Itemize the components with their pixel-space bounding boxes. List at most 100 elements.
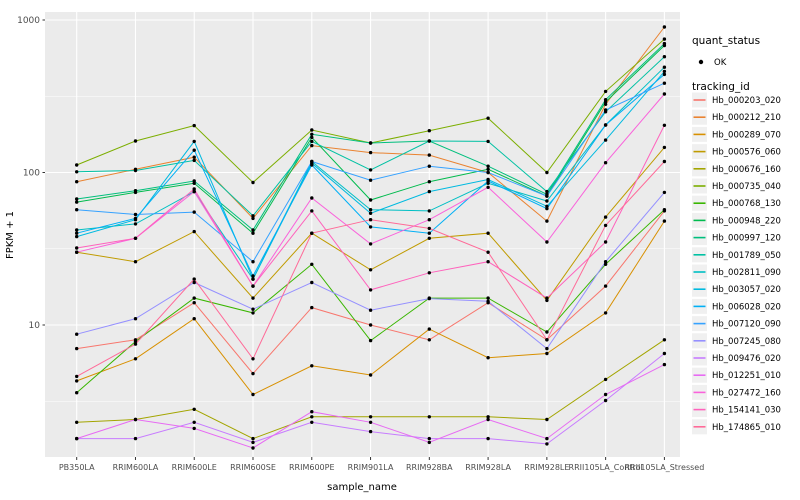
data-point bbox=[427, 218, 431, 222]
series-points bbox=[75, 25, 667, 450]
data-point bbox=[310, 139, 314, 144]
data-point bbox=[75, 391, 79, 395]
data-point bbox=[192, 296, 196, 300]
x-axis-title: sample_name bbox=[327, 482, 397, 493]
data-point bbox=[133, 342, 138, 346]
data-point bbox=[368, 150, 373, 155]
data-point bbox=[251, 392, 255, 397]
legend-item: Hb_003057_020 bbox=[692, 281, 781, 297]
data-point bbox=[427, 189, 431, 194]
legend-item-label: Hb_000948_220 bbox=[712, 216, 781, 226]
data-point bbox=[427, 231, 431, 235]
data-point bbox=[75, 163, 79, 167]
data-point bbox=[368, 308, 373, 312]
legend-item: Hb_174865_010 bbox=[692, 419, 781, 435]
data-point bbox=[133, 216, 138, 221]
legend-item-label: Hb_000735_040 bbox=[712, 182, 781, 192]
data-point bbox=[133, 357, 138, 361]
data-point bbox=[662, 145, 667, 150]
data-point bbox=[368, 141, 373, 145]
data-point bbox=[251, 357, 255, 361]
data-point bbox=[545, 346, 549, 351]
data-point bbox=[368, 242, 373, 246]
data-point bbox=[192, 407, 196, 411]
x-tick-label: RRII105LA_Control bbox=[569, 463, 643, 472]
data-point bbox=[192, 123, 196, 128]
data-point bbox=[545, 436, 549, 441]
data-point bbox=[251, 371, 255, 376]
data-point bbox=[75, 231, 79, 235]
data-point bbox=[427, 139, 431, 143]
legend-item: Hb_000576_060 bbox=[692, 144, 781, 160]
data-point bbox=[133, 236, 138, 240]
legend-item: Hb_012251_010 bbox=[692, 367, 781, 383]
data-point bbox=[368, 373, 373, 377]
data-point bbox=[251, 214, 255, 218]
y-tick-label: 1000 bbox=[17, 16, 40, 26]
data-point bbox=[368, 268, 373, 272]
data-point bbox=[603, 392, 608, 397]
data-point bbox=[310, 305, 314, 310]
data-point bbox=[486, 356, 490, 360]
data-point bbox=[251, 436, 255, 441]
data-point bbox=[192, 229, 196, 234]
data-point bbox=[662, 351, 667, 356]
data-point bbox=[251, 284, 255, 288]
data-point bbox=[133, 212, 138, 217]
legend-item-label: Hb_001789_050 bbox=[712, 251, 781, 261]
data-point bbox=[75, 250, 79, 254]
data-point bbox=[133, 222, 138, 226]
data-point bbox=[133, 260, 138, 264]
data-point bbox=[662, 219, 667, 223]
data-point bbox=[662, 37, 667, 41]
data-point bbox=[251, 311, 255, 315]
data-point bbox=[603, 161, 608, 165]
data-point bbox=[192, 187, 196, 191]
data-point bbox=[603, 284, 608, 288]
legend-item-label: Hb_009476_020 bbox=[712, 354, 781, 364]
data-point bbox=[310, 420, 314, 424]
data-point bbox=[427, 209, 431, 213]
data-point bbox=[368, 415, 373, 419]
data-point bbox=[603, 89, 608, 94]
data-point bbox=[427, 415, 431, 419]
data-point bbox=[662, 123, 667, 128]
data-point bbox=[662, 190, 667, 195]
data-point bbox=[486, 415, 490, 419]
data-point bbox=[368, 168, 373, 172]
data-point bbox=[545, 219, 549, 223]
data-point bbox=[427, 271, 431, 275]
x-tick-label: RRIM928LA bbox=[465, 463, 511, 472]
legend-item: Hb_154141_030 bbox=[692, 402, 781, 418]
legend-item-label: Hb_000203_020 bbox=[712, 96, 781, 106]
data-point bbox=[310, 231, 314, 235]
data-point bbox=[427, 164, 431, 168]
data-point bbox=[662, 208, 667, 212]
data-point bbox=[486, 260, 490, 264]
legend-item: Hb_009476_020 bbox=[692, 350, 781, 366]
data-point bbox=[133, 189, 138, 193]
legend-item-label: Hb_000997_120 bbox=[712, 234, 781, 244]
legend-item-label: Hb_174865_010 bbox=[712, 423, 781, 433]
legend-item-label: Hb_003057_020 bbox=[712, 285, 781, 295]
data-point bbox=[368, 420, 373, 424]
legend-ok-label: OK bbox=[714, 58, 727, 68]
data-point bbox=[486, 167, 490, 171]
data-point bbox=[133, 139, 138, 143]
data-point bbox=[75, 420, 79, 424]
legend-quant-status-title: quant_status bbox=[692, 35, 760, 47]
data-point bbox=[75, 180, 79, 184]
data-point bbox=[603, 377, 608, 382]
data-point bbox=[427, 129, 431, 133]
legend-item-label: Hb_000289_070 bbox=[712, 130, 781, 140]
data-point bbox=[545, 296, 549, 300]
data-point bbox=[603, 240, 608, 244]
data-point bbox=[192, 155, 196, 159]
data-point bbox=[545, 199, 549, 203]
data-point bbox=[486, 164, 490, 168]
data-point bbox=[662, 25, 667, 29]
data-point bbox=[251, 260, 255, 264]
data-point bbox=[192, 277, 196, 281]
data-point bbox=[486, 299, 490, 303]
